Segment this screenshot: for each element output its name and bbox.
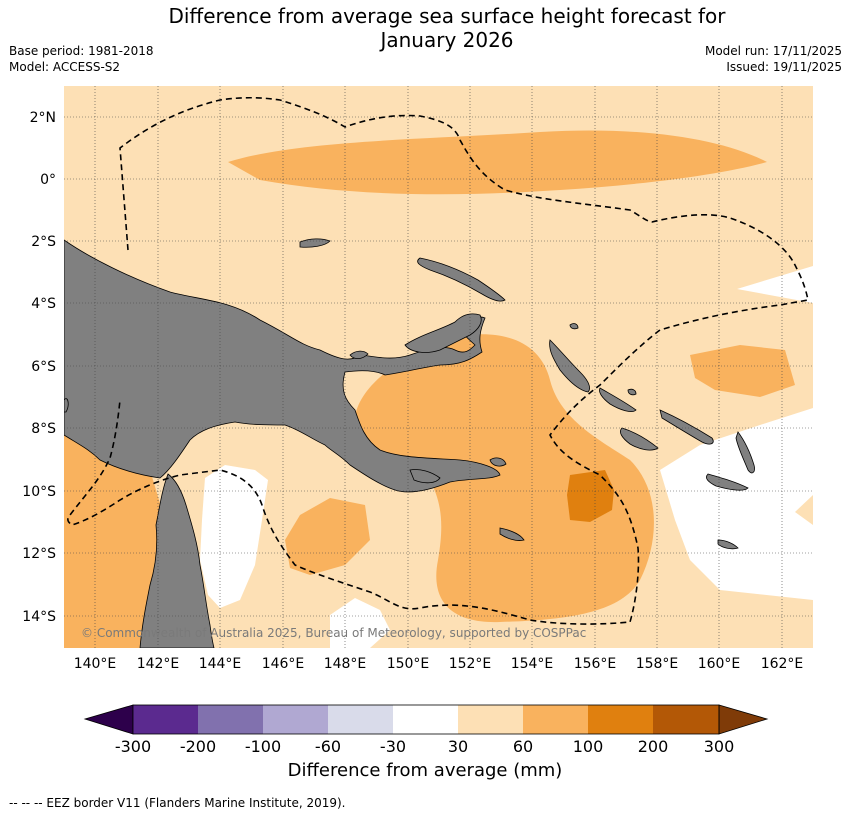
colorbar-tick: 30	[448, 737, 468, 756]
lon-label: 156°E	[574, 656, 617, 672]
lat-label: 14°S	[22, 609, 56, 625]
land-new-britain	[404, 313, 482, 353]
map-area	[64, 86, 813, 648]
map-title: Difference from average sea surface heig…	[0, 4, 850, 52]
colorbar-segment	[458, 705, 523, 734]
ssh-neutral-southeast	[660, 408, 813, 600]
colorbar-segment	[588, 705, 653, 734]
ssh-100-200-patch	[567, 470, 614, 522]
land-dentrecasteaux	[409, 469, 441, 484]
colorbar-tick: -30	[380, 737, 406, 756]
colorbar-segment	[523, 705, 588, 734]
colorbar-tick: -300	[115, 737, 151, 756]
colorbar-under-arrow	[83, 704, 134, 735]
colorbar-tick: 200	[638, 737, 669, 756]
land-guadalcanal	[620, 427, 659, 451]
colorbar-ticks: -300 -200 -100 -60 -30 30 60 100 200 300	[115, 737, 734, 756]
gridlines	[64, 86, 813, 648]
colorbar-segment	[198, 705, 263, 734]
ssh-neutral-coral-sea	[200, 465, 268, 608]
lat-label: 12°S	[22, 546, 56, 562]
colorbar-segment	[393, 705, 458, 734]
colorbar-segment	[653, 705, 719, 734]
lon-label: 144°E	[199, 656, 242, 672]
colorbar-segment	[133, 705, 198, 734]
lat-label: 6°S	[31, 359, 56, 375]
meta-right: Model run: 17/11/2025 Issued: 19/11/2025	[705, 43, 842, 75]
lon-label: 140°E	[74, 656, 117, 672]
lat-label: 4°S	[31, 296, 56, 312]
ssh-60-100-solomon-sea	[354, 334, 654, 623]
colorbar-over-arrow	[718, 704, 769, 735]
lat-label: 10°S	[22, 484, 56, 500]
ssh-60-100-north-band	[228, 130, 767, 195]
ssh-neutral-east	[737, 266, 813, 303]
lat-label: 0°	[40, 172, 56, 188]
model-run: Model run: 17/11/2025	[704, 44, 842, 58]
lon-label: 142°E	[137, 656, 180, 672]
lon-label: 152°E	[449, 656, 492, 672]
colorbar-tick: 300	[704, 737, 735, 756]
lon-label: 146°E	[262, 656, 305, 672]
colorbar-outline	[132, 704, 720, 735]
lat-label: 2°S	[31, 234, 56, 250]
colorbar-tick: -60	[315, 737, 341, 756]
colorbar-tick: -100	[245, 737, 281, 756]
title-line-1: Difference from average sea surface heig…	[168, 4, 726, 28]
meta-left: Base period: 1981-2018 Model: ACCESS-S2	[9, 43, 154, 75]
colorbar-title: Difference from average (mm)	[287, 760, 563, 781]
land-bougainville	[549, 339, 590, 393]
land-malaita	[735, 431, 755, 474]
title-line-2: January 2026	[380, 28, 514, 52]
lat-axis: 2°N 0° 2°S 4°S 6°S 8°S 10°S 12°S 14°S	[22, 110, 56, 625]
model-name: Model: ACCESS-S2	[9, 60, 121, 74]
colorbar-tick: 100	[573, 737, 604, 756]
lon-label: 160°E	[698, 656, 741, 672]
lon-axis: 140°E 142°E 144°E 146°E 148°E 150°E 152°…	[74, 656, 804, 672]
issued-date: Issued: 19/11/2025	[726, 60, 842, 74]
colorbar-segment	[328, 705, 393, 734]
land-cape-york	[139, 473, 215, 648]
colorbar-segment	[263, 705, 328, 734]
lon-label: 154°E	[511, 656, 554, 672]
base-period: Base period: 1981-2018	[9, 44, 154, 58]
lon-label: 148°E	[324, 656, 367, 672]
land-new-ireland	[417, 257, 506, 302]
lon-label: 158°E	[636, 656, 679, 672]
colorbar-tick: 60	[513, 737, 533, 756]
land-new-caledonia-edge	[64, 398, 69, 413]
colorbar-tick: -200	[180, 737, 216, 756]
colorbar: -300 -200 -100 -60 -30 30 60 100 200 300	[83, 704, 769, 756]
land-small-islands	[349, 323, 739, 550]
eez-border	[67, 96, 809, 625]
land-choiseul	[599, 387, 637, 412]
land-makira	[706, 473, 749, 491]
lat-label: 2°N	[30, 110, 56, 126]
lat-label: 8°S	[31, 421, 56, 437]
eez-legend: -- -- -- EEZ border V11 (Flanders Marine…	[9, 796, 346, 810]
land-louisiade	[499, 527, 525, 541]
lon-label: 150°E	[387, 656, 430, 672]
ssh-60-100-gulf-carpentaria	[64, 430, 165, 648]
copyright-text: © Commonwealth of Australia 2025, Bureau…	[81, 626, 586, 640]
land-santa-isabel	[659, 409, 714, 445]
ssh-60-100-coral-patch	[285, 498, 370, 575]
ssh-60-100-east-patch	[690, 345, 795, 397]
lon-label: 162°E	[761, 656, 804, 672]
